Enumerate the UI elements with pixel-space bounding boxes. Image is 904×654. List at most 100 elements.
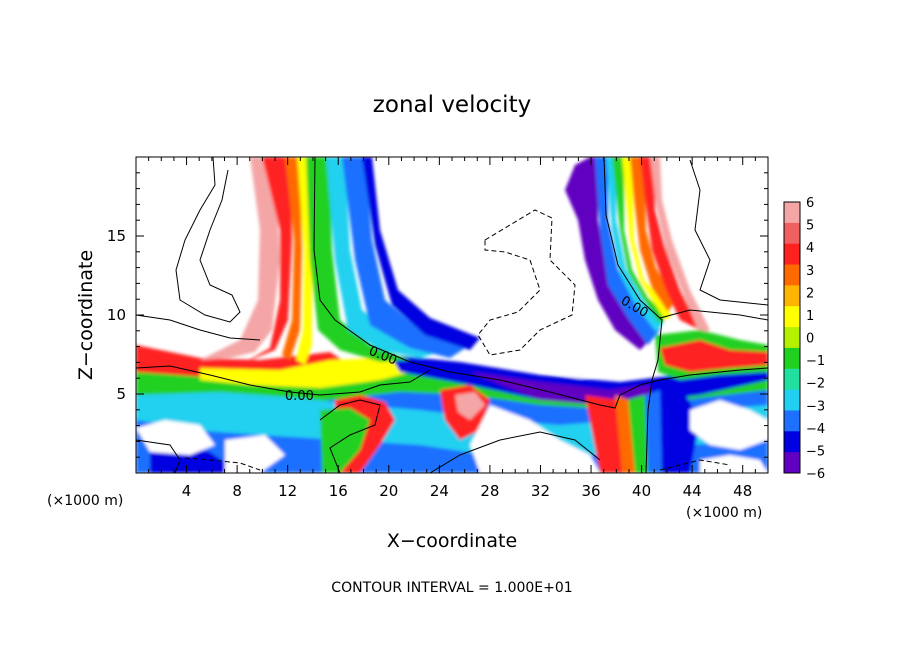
colorbar-swatch <box>784 243 800 266</box>
lower-plume-blue <box>645 390 665 473</box>
field-band-yellow <box>200 358 420 388</box>
contour-line <box>319 399 381 473</box>
contour-line-dashed <box>477 209 576 356</box>
hole-left <box>136 420 215 455</box>
contour-interval-note: CONTOUR INTERVAL = 1.000E+01 <box>331 580 572 596</box>
plume-right-green <box>612 157 668 324</box>
contour-line <box>175 157 241 323</box>
velocity-field <box>136 157 768 473</box>
x-tick-label: 44 <box>683 482 702 500</box>
contour-line-dashed <box>659 459 731 471</box>
plume-left-navy <box>362 157 480 350</box>
x-tick-label: 4 <box>182 482 192 500</box>
colorbar-swatch <box>784 306 800 328</box>
lower-plume-orange <box>615 395 638 473</box>
hole-right <box>690 400 768 450</box>
contour-line <box>659 309 768 321</box>
x-tick-label: 32 <box>531 482 550 500</box>
hole-center <box>470 405 600 473</box>
colorbar-label: 0 <box>806 332 814 347</box>
x-tick-label: 24 <box>430 482 449 500</box>
contour-label: 0.00 <box>285 389 314 404</box>
colorbar-swatch <box>784 327 800 349</box>
x-unit-left: (×1000 m) <box>47 493 123 509</box>
x-tick-label: 8 <box>232 482 242 500</box>
colorbar-label: 4 <box>806 241 814 256</box>
colorbar-label: −3 <box>806 399 825 414</box>
plot-area: 0.00 0.00 0.00 <box>135 156 769 474</box>
plume-left-yellow <box>296 157 312 365</box>
plume-left-red <box>245 157 292 362</box>
plume-left-pink <box>200 157 280 360</box>
plume-right-cyan <box>606 157 664 332</box>
x-axis-title: X−coordinate <box>387 530 517 552</box>
x-tick-label: 12 <box>278 482 297 500</box>
colorbar-swatch <box>784 410 800 432</box>
plume-right-pink <box>650 157 710 335</box>
colorbar: 6 5 4 3 2 1 0 −1 −2 −3 −4 −5 −6 <box>783 196 825 482</box>
chart-title: zonal velocity <box>373 92 531 118</box>
y-tick-label: 5 <box>116 385 126 403</box>
plume-right-red <box>640 157 700 330</box>
contour-line <box>136 365 431 396</box>
field-band-purple <box>470 372 650 406</box>
colorbar-swatch <box>784 389 800 411</box>
blob-mid-pink <box>455 392 485 420</box>
y-tick-label: 15 <box>107 227 126 245</box>
colorbar-label: 2 <box>806 286 814 301</box>
contour-line <box>429 431 601 473</box>
colorbar-label: 3 <box>806 264 814 279</box>
hole-left-2 <box>225 435 285 473</box>
colorbar-label: 6 <box>806 196 814 211</box>
colorbar-swatch <box>784 264 800 286</box>
x-tick-label: 36 <box>581 482 600 500</box>
y-tick-label: 10 <box>107 306 126 324</box>
plume-right-purple <box>565 157 650 350</box>
x-tick-label: 28 <box>480 482 499 500</box>
colorbar-label: −2 <box>806 377 825 392</box>
blob-center-green <box>320 408 370 473</box>
lower-plume-red <box>585 395 625 473</box>
colorbar-label: −6 <box>806 467 825 482</box>
plume-right-orange <box>630 157 676 312</box>
x-tick-label: 40 <box>632 482 651 500</box>
contour-line <box>603 157 663 473</box>
hole-right-2 <box>700 455 768 473</box>
x-unit-right: (×1000 m) <box>686 505 762 521</box>
contour-line <box>689 159 768 306</box>
plume-left-blue <box>342 157 470 358</box>
y-axis-title: Z−coordinate <box>75 250 97 380</box>
blob-right-red <box>660 340 768 372</box>
contour-line-dashed <box>184 457 261 471</box>
contour-lines <box>136 157 768 473</box>
x-tick-label: 48 <box>733 482 752 500</box>
colorbar-swatch <box>784 222 800 245</box>
lower-plume-green <box>628 395 650 473</box>
x-axis: 4 8 12 16 20 24 28 32 36 40 44 48 <box>148 157 756 500</box>
colorbar-label: −4 <box>806 422 825 437</box>
contour-line <box>313 157 768 409</box>
colorbar-swatch <box>784 431 800 453</box>
colorbar-swatch <box>784 285 800 307</box>
lower-plume-navy <box>660 385 700 473</box>
plume-right-yellow <box>622 157 672 320</box>
contour-line <box>136 439 181 473</box>
contour-line <box>136 314 261 341</box>
colorbar-swatch <box>784 347 800 370</box>
colorbar-label: −5 <box>806 444 825 459</box>
colorbar-swatch <box>784 368 800 391</box>
x-tick-label: 20 <box>379 482 398 500</box>
y-axis: 5 10 15 <box>107 172 768 458</box>
x-tick-label: 16 <box>329 482 348 500</box>
plume-left-green <box>306 157 410 362</box>
colorbar-label: 1 <box>806 309 814 324</box>
plume-left-cyan <box>326 157 440 358</box>
colorbar-label: 5 <box>806 219 814 234</box>
colorbar-frame <box>783 201 801 474</box>
hole-mid-small <box>500 340 610 378</box>
colorbar-label: −1 <box>806 354 825 369</box>
colorbar-swatch <box>784 202 800 224</box>
plume-left-orange <box>282 157 302 360</box>
colorbar-swatch <box>784 452 800 474</box>
